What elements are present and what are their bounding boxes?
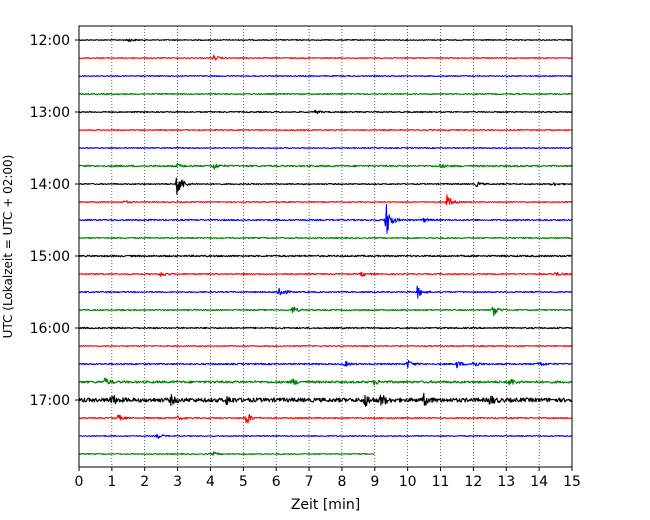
x-tick-label: 0 <box>75 474 84 490</box>
seismic-trace <box>78 92 572 96</box>
x-tick-label: 7 <box>305 474 314 490</box>
seismic-trace <box>78 377 572 386</box>
x-tick-label: 1 <box>107 474 116 490</box>
seismic-trace <box>78 177 572 195</box>
x-tick-label: 3 <box>173 474 182 490</box>
y-tick-label: 16:00 <box>30 321 70 337</box>
x-tick-label: 11 <box>432 474 450 490</box>
x-tick-label: 9 <box>370 474 379 490</box>
seismic-trace <box>78 360 573 369</box>
x-axis-ticks: 0 1 2 3 4 5 6 7 8 9 10 11 12 13 14 15 <box>75 467 581 490</box>
x-tick-label: 14 <box>530 474 548 490</box>
seismic-trace <box>78 236 572 240</box>
seismic-trace <box>78 344 573 348</box>
seismic-trace <box>78 203 573 234</box>
seismic-trace <box>78 54 573 61</box>
seismic-trace <box>78 74 573 78</box>
seismic-trace <box>78 433 573 439</box>
seismic-trace <box>78 162 573 170</box>
seismic-trace <box>78 392 573 407</box>
seismic-trace <box>78 326 573 330</box>
y-tick-label: 12:00 <box>30 33 70 49</box>
seismic-traces <box>78 38 573 456</box>
seismic-trace <box>78 194 573 206</box>
seismic-trace <box>78 109 573 115</box>
x-tick-label: 12 <box>464 474 482 490</box>
seismic-trace <box>78 285 572 299</box>
y-tick-label: 15:00 <box>30 249 70 265</box>
y-axis-ticks: 12:00 13:00 14:00 15:00 16:00 17:00 <box>30 33 79 409</box>
y-tick-label: 17:00 <box>30 393 70 409</box>
x-tick-label: 6 <box>272 474 281 490</box>
seismic-trace <box>78 451 375 456</box>
y-axis-label: UTC (Lokalzeit = UTC + 02:00) <box>1 155 15 339</box>
seismic-trace <box>78 306 573 317</box>
y-tick-label: 14:00 <box>30 177 70 193</box>
x-axis-label: Zeit [min] <box>291 497 360 513</box>
y-tick-label: 13:00 <box>30 105 70 121</box>
x-tick-label: 4 <box>206 474 215 490</box>
seismic-trace <box>78 38 573 43</box>
x-tick-label: 5 <box>239 474 248 490</box>
seismic-trace <box>78 413 572 424</box>
seismic-trace <box>78 128 572 132</box>
x-tick-label: 15 <box>563 474 581 490</box>
x-tick-label: 2 <box>140 474 149 490</box>
x-tick-label: 8 <box>337 474 346 490</box>
x-tick-label: 13 <box>497 474 515 490</box>
plot-frame <box>78 25 573 468</box>
seismic-trace <box>78 254 573 258</box>
x-tick-label: 10 <box>399 474 417 490</box>
seismic-trace <box>78 146 572 150</box>
seismic-trace <box>78 271 573 277</box>
